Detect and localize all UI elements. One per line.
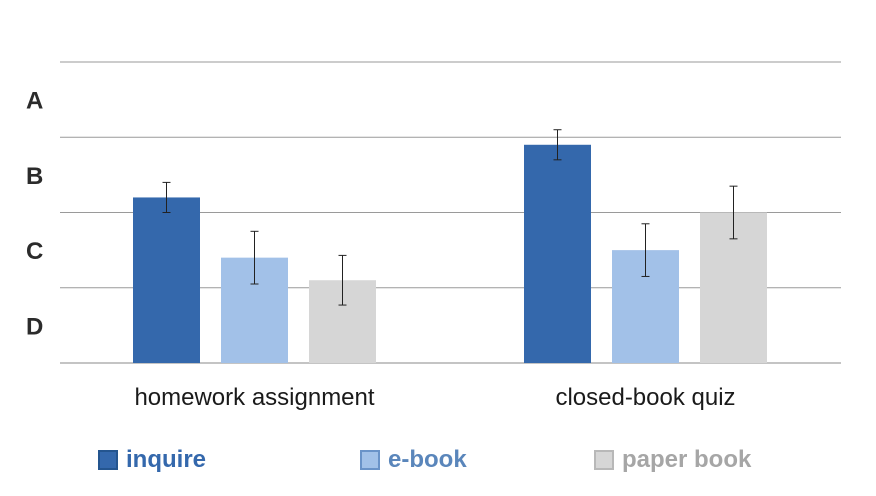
error-bar	[729, 185, 738, 240]
legend-swatch	[594, 450, 614, 470]
legend-item-paper-book: paper book	[594, 446, 751, 474]
y-tick-label: C	[26, 238, 43, 265]
legend-swatch	[98, 450, 118, 470]
bars	[133, 144, 767, 363]
y-tick-label: A	[26, 88, 43, 115]
legend-item-inquire: inquire	[98, 446, 206, 474]
legend-label: e-book	[388, 446, 467, 473]
legend-label: paper book	[622, 446, 752, 473]
error-bar	[338, 254, 347, 306]
error-bar	[641, 223, 650, 277]
x-category-label: closed-book quiz	[555, 384, 735, 411]
x-axis-category-labels: homework assignment closed-book quiz	[134, 384, 735, 411]
bar-inquire-0	[133, 197, 200, 363]
bar-inquire-1	[524, 144, 591, 363]
chart: A B C D homework assignment closed-book quiz	[26, 61, 841, 411]
error-bar	[162, 181, 171, 213]
error-bar	[250, 230, 259, 285]
error-bar	[553, 129, 562, 161]
y-tick-label: B	[26, 163, 43, 190]
legend: inquire e-book paper book	[0, 446, 876, 480]
legend-label: inquire	[126, 446, 207, 473]
x-category-label: homework assignment	[134, 384, 374, 411]
error-bars	[162, 129, 738, 306]
y-tick-label: D	[26, 313, 43, 340]
legend-item-e-book: e-book	[360, 446, 467, 474]
y-axis-tick-labels: A B C D	[26, 88, 43, 341]
legend-swatch	[360, 450, 380, 470]
